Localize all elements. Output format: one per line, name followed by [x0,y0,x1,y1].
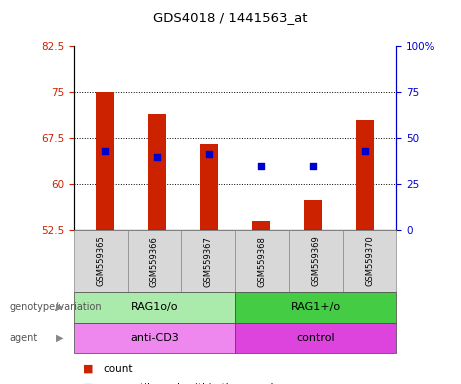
Text: genotype/variation: genotype/variation [9,302,102,312]
Bar [96,92,114,230]
Text: RAG1o/o: RAG1o/o [130,302,178,312]
Text: ▶: ▶ [56,333,64,343]
Text: ■: ■ [83,364,94,374]
Text: GSM559370: GSM559370 [365,236,374,286]
Text: GSM559367: GSM559367 [204,236,213,286]
Text: GDS4018 / 1441563_at: GDS4018 / 1441563_at [153,12,308,25]
Text: ▶: ▶ [56,302,64,312]
Bar [356,120,374,230]
Point [154,154,161,160]
Text: GSM559365: GSM559365 [96,236,105,286]
Text: GSM559366: GSM559366 [150,236,159,286]
Bar [200,144,218,230]
Text: agent: agent [9,333,37,343]
Point [257,163,265,169]
Bar [304,200,322,230]
Point [309,163,317,169]
Text: control: control [296,333,335,343]
Bar [148,114,166,230]
Text: count: count [104,364,133,374]
Point [361,147,369,154]
Text: percentile rank within the sample: percentile rank within the sample [104,383,280,384]
Bar [252,221,270,230]
Text: RAG1+/o: RAG1+/o [291,302,341,312]
Text: GSM559369: GSM559369 [311,236,320,286]
Point [206,151,213,157]
Text: GSM559368: GSM559368 [258,236,266,286]
Text: ■: ■ [83,383,94,384]
Point [101,147,109,154]
Text: anti-CD3: anti-CD3 [130,333,179,343]
